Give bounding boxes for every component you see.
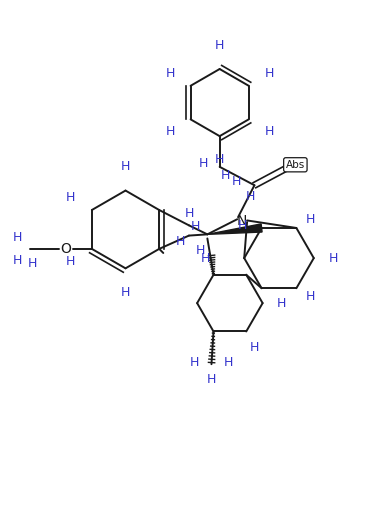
Text: H: H <box>329 251 338 265</box>
Text: H: H <box>176 235 185 248</box>
Text: H: H <box>276 297 286 309</box>
Text: H: H <box>121 160 130 173</box>
Text: H: H <box>13 254 22 267</box>
Text: H: H <box>250 341 259 355</box>
Text: H: H <box>265 68 274 80</box>
Text: H: H <box>13 231 22 244</box>
Text: H: H <box>207 373 216 386</box>
Text: H: H <box>199 157 208 170</box>
Text: H: H <box>66 255 75 268</box>
Text: H: H <box>246 190 255 203</box>
Text: H: H <box>190 220 200 234</box>
Text: H: H <box>306 213 316 226</box>
Text: Abs: Abs <box>286 160 305 170</box>
Text: H: H <box>66 191 75 204</box>
Text: H: H <box>28 257 37 270</box>
Text: H: H <box>265 125 274 138</box>
Text: H: H <box>221 169 230 181</box>
Text: H: H <box>165 68 175 80</box>
Text: H: H <box>196 244 205 257</box>
Text: H: H <box>231 175 241 188</box>
Text: O: O <box>60 242 71 256</box>
Text: H: H <box>121 287 130 299</box>
Polygon shape <box>207 224 262 234</box>
Text: H: H <box>224 356 233 369</box>
Text: H: H <box>237 219 247 233</box>
Text: H: H <box>189 356 199 369</box>
Text: H: H <box>306 290 316 303</box>
Text: H: H <box>201 252 210 265</box>
Text: H: H <box>184 207 194 220</box>
Text: H: H <box>215 39 224 52</box>
Text: H: H <box>215 153 224 167</box>
Text: H: H <box>165 125 175 138</box>
Text: N: N <box>237 214 247 228</box>
